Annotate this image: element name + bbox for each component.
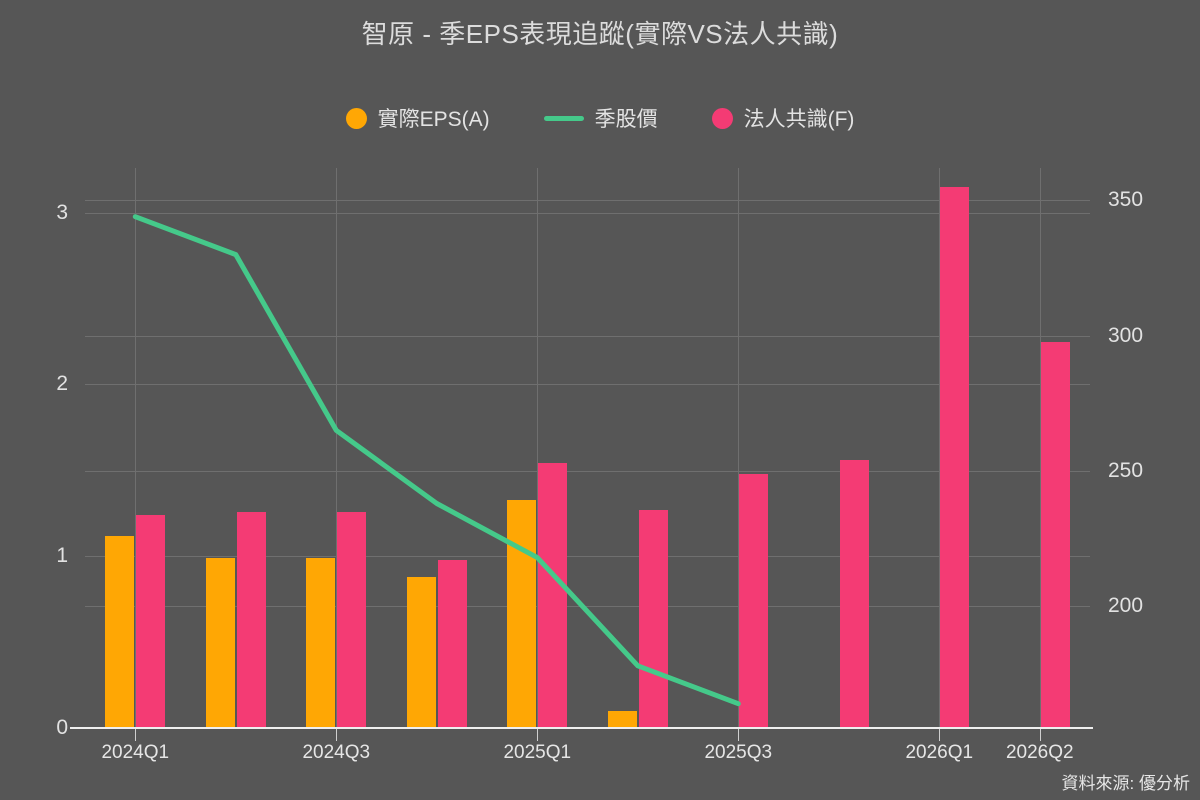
source-note: 資料來源: 優分析	[1061, 774, 1190, 793]
x-axis-tick-mark	[1039, 729, 1041, 741]
bar-actual-eps[interactable]	[306, 557, 336, 728]
legend-marker-line-green-icon	[543, 115, 584, 121]
x-axis-tick-mark	[537, 729, 539, 741]
y-axis-right-tick-label: 300	[1108, 323, 1144, 347]
y-axis-right-tick-label: 200	[1108, 594, 1144, 618]
chart-title: 智原 - 季EPS表現追蹤(實際VS法人共識)	[361, 19, 839, 49]
y-axis-left-tick-label: 0	[56, 716, 68, 739]
y-axis-left-tick-label: 3	[56, 200, 68, 224]
y-axis-left: 0 1 2 3	[0, 168, 68, 739]
bar-consensus-eps[interactable]	[337, 511, 367, 728]
x-axis-tick-mark	[135, 729, 137, 741]
bar-consensus-eps[interactable]	[136, 515, 166, 728]
plot-area	[85, 168, 1090, 728]
legend-marker-circle-pink-icon	[711, 107, 733, 129]
y-axis-right: 200 250 300 350	[1108, 168, 1198, 728]
x-axis-tick-label: 2024Q3	[302, 742, 371, 763]
bar-actual-eps[interactable]	[406, 576, 436, 728]
x-axis-tick-mark	[738, 729, 740, 741]
bar-actual-eps[interactable]	[105, 535, 135, 728]
y-axis-right-tick-label: 250	[1108, 458, 1144, 482]
bar-actual-eps[interactable]	[607, 710, 637, 728]
x-axis-tick-label: 2026Q2	[1005, 742, 1074, 763]
legend-item-price[interactable]: 季股價	[543, 103, 658, 133]
x-axis-tick-mark	[336, 729, 338, 741]
bar-consensus-eps[interactable]	[940, 186, 970, 728]
bar-actual-eps[interactable]	[507, 499, 537, 728]
bar-consensus-eps[interactable]	[739, 473, 769, 728]
legend-label-price: 季股價	[594, 108, 658, 131]
y-axis-left-tick-label: 2	[56, 372, 68, 396]
bar-consensus-eps[interactable]	[538, 463, 568, 728]
legend-label-actual-eps: 實際EPS(A)	[377, 108, 490, 131]
legend-item-consensus[interactable]: 法人共識(F)	[711, 103, 855, 133]
gridline-horizontal	[85, 212, 1090, 214]
bar-consensus-eps[interactable]	[839, 460, 869, 728]
legend-item-actual-eps[interactable]: 實際EPS(A)	[345, 103, 490, 133]
x-axis-line	[70, 727, 1093, 729]
x-axis-tick-label: 2025Q3	[704, 742, 773, 763]
bar-consensus-eps[interactable]	[437, 559, 467, 728]
legend-label-consensus: 法人共識(F)	[743, 108, 855, 131]
x-axis-tick-label: 2024Q1	[101, 742, 170, 763]
gridline-vertical	[1039, 168, 1041, 728]
bar-consensus-eps[interactable]	[236, 511, 266, 728]
bar-actual-eps[interactable]	[205, 557, 235, 728]
legend-marker-circle-orange-icon	[345, 107, 367, 129]
bar-consensus-eps[interactable]	[1040, 341, 1070, 728]
y-axis-left-tick-label: 1	[56, 544, 68, 568]
x-axis-tick-mark	[939, 729, 941, 741]
y-axis-right-tick-label: 350	[1108, 188, 1144, 212]
x-axis-tick-label: 2025Q1	[503, 742, 572, 763]
x-axis-tick-label: 2026Q1	[905, 742, 974, 763]
gridline-vertical	[939, 168, 941, 728]
bar-consensus-eps[interactable]	[638, 509, 668, 728]
chart-legend: 實際EPS(A) 季股價 法人共識(F)	[0, 103, 1200, 133]
gridline-horizontal	[85, 200, 1090, 202]
